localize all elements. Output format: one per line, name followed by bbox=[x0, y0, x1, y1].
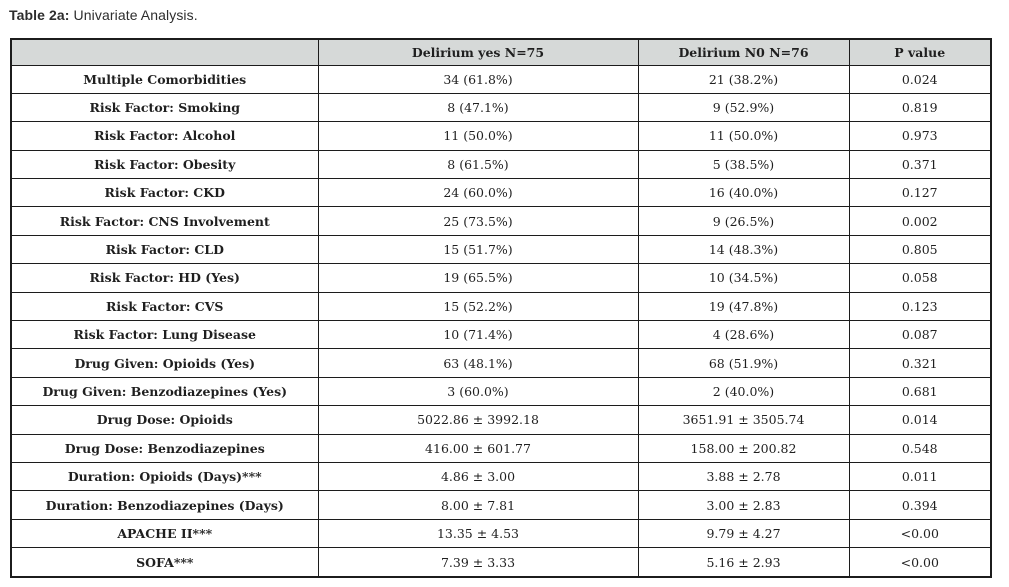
delirium-no-value: 10 (34.5%) bbox=[637, 263, 850, 293]
column-header-p-value: P value bbox=[848, 38, 992, 66]
delirium-yes-value: 5022.86 ± 3992.18 bbox=[317, 405, 639, 435]
p-value: 0.394 bbox=[848, 490, 992, 520]
p-value: 0.973 bbox=[848, 121, 992, 151]
delirium-no-value: 3.00 ± 2.83 bbox=[637, 490, 850, 520]
delirium-no-value: 11 (50.0%) bbox=[637, 121, 850, 151]
table-row: APACHE II*** 13.35 ± 4.53 9.79 ± 4.27 <0… bbox=[10, 518, 992, 549]
delirium-yes-value: 8 (47.1%) bbox=[317, 92, 639, 123]
p-value: 0.681 bbox=[848, 376, 992, 407]
table-row: Drug Dose: Benzodiazepines 416.00 ± 601.… bbox=[10, 433, 992, 463]
delirium-no-value: 21 (38.2%) bbox=[637, 64, 850, 94]
header-row: Delirium yes N=75 Delirium N0 N=76 P val… bbox=[10, 38, 992, 66]
table-row: Drug Given: Benzodiazepines (Yes) 3 (60.… bbox=[10, 376, 992, 407]
delirium-no-value: 2 (40.0%) bbox=[637, 376, 850, 407]
p-value: 0.024 bbox=[848, 64, 992, 94]
p-value: 0.805 bbox=[848, 234, 992, 265]
row-label: Risk Factor: CNS Involvement bbox=[10, 206, 319, 236]
delirium-no-value: 5 (38.5%) bbox=[637, 149, 850, 180]
row-label: Risk Factor: CLD bbox=[10, 234, 319, 265]
delirium-yes-value: 11 (50.0%) bbox=[317, 121, 639, 151]
delirium-no-value: 68 (51.9%) bbox=[637, 348, 850, 378]
delirium-yes-value: 24 (60.0%) bbox=[317, 178, 639, 208]
p-value: <0.00 bbox=[848, 518, 992, 549]
p-value: 0.002 bbox=[848, 206, 992, 236]
p-value: 0.087 bbox=[848, 320, 992, 350]
delirium-no-value: 158.00 ± 200.82 bbox=[637, 433, 850, 463]
row-label: SOFA*** bbox=[10, 547, 319, 578]
table-row: Risk Factor: Obesity 8 (61.5%) 5 (38.5%)… bbox=[10, 149, 992, 180]
delirium-yes-value: 19 (65.5%) bbox=[317, 263, 639, 293]
table-row: Risk Factor: HD (Yes) 19 (65.5%) 10 (34.… bbox=[10, 263, 992, 293]
row-label: Drug Dose: Benzodiazepines bbox=[10, 433, 319, 463]
delirium-yes-value: 416.00 ± 601.77 bbox=[317, 433, 639, 463]
delirium-yes-value: 15 (52.2%) bbox=[317, 291, 639, 322]
table-row: Drug Dose: Opioids 5022.86 ± 3992.18 365… bbox=[10, 405, 992, 435]
delirium-no-value: 16 (40.0%) bbox=[637, 178, 850, 208]
row-label: Drug Given: Benzodiazepines (Yes) bbox=[10, 376, 319, 407]
table-row: Risk Factor: Smoking 8 (47.1%) 9 (52.9%)… bbox=[10, 92, 992, 123]
table-row: Duration: Benzodiazepines (Days) 8.00 ± … bbox=[10, 490, 992, 520]
delirium-yes-value: 63 (48.1%) bbox=[317, 348, 639, 378]
delirium-yes-value: 25 (73.5%) bbox=[317, 206, 639, 236]
delirium-no-value: 3651.91 ± 3505.74 bbox=[637, 405, 850, 435]
row-label: Risk Factor: Alcohol bbox=[10, 121, 319, 151]
delirium-yes-value: 10 (71.4%) bbox=[317, 320, 639, 350]
table-row: Risk Factor: CLD 15 (51.7%) 14 (48.3%) 0… bbox=[10, 234, 992, 265]
table-row: Risk Factor: Alcohol 11 (50.0%) 11 (50.0… bbox=[10, 121, 992, 151]
delirium-yes-value: 15 (51.7%) bbox=[317, 234, 639, 265]
delirium-no-value: 14 (48.3%) bbox=[637, 234, 850, 265]
row-label: Multiple Comorbidities bbox=[10, 64, 319, 94]
row-label: Duration: Opioids (Days)*** bbox=[10, 461, 319, 492]
delirium-no-value: 9 (26.5%) bbox=[637, 206, 850, 236]
table-row: Drug Given: Opioids (Yes) 63 (48.1%) 68 … bbox=[10, 348, 992, 378]
p-value: 0.058 bbox=[848, 263, 992, 293]
delirium-no-value: 3.88 ± 2.78 bbox=[637, 461, 850, 492]
row-label: Risk Factor: CKD bbox=[10, 178, 319, 208]
p-value: 0.014 bbox=[848, 405, 992, 435]
delirium-no-value: 4 (28.6%) bbox=[637, 320, 850, 350]
p-value: 0.371 bbox=[848, 149, 992, 180]
table-row: Risk Factor: Lung Disease 10 (71.4%) 4 (… bbox=[10, 320, 992, 350]
column-header-empty bbox=[10, 38, 319, 66]
delirium-no-value: 5.16 ± 2.93 bbox=[637, 547, 850, 578]
table-row: Multiple Comorbidities 34 (61.8%) 21 (38… bbox=[10, 64, 992, 94]
p-value: 0.123 bbox=[848, 291, 992, 322]
delirium-yes-value: 8 (61.5%) bbox=[317, 149, 639, 180]
delirium-no-value: 9.79 ± 4.27 bbox=[637, 518, 850, 549]
p-value: 0.819 bbox=[848, 92, 992, 123]
p-value: <0.00 bbox=[848, 547, 992, 578]
univariate-analysis-table: Delirium yes N=75 Delirium N0 N=76 P val… bbox=[10, 38, 992, 578]
delirium-yes-value: 4.86 ± 3.00 bbox=[317, 461, 639, 492]
row-label: Risk Factor: Obesity bbox=[10, 149, 319, 180]
table-caption-text: Univariate Analysis. bbox=[69, 7, 198, 23]
delirium-no-value: 9 (52.9%) bbox=[637, 92, 850, 123]
delirium-yes-value: 7.39 ± 3.33 bbox=[317, 547, 639, 578]
table-row: Duration: Opioids (Days)*** 4.86 ± 3.00 … bbox=[10, 461, 992, 492]
table-row: Risk Factor: CVS 15 (52.2%) 19 (47.8%) 0… bbox=[10, 291, 992, 322]
column-header-delirium-yes: Delirium yes N=75 bbox=[317, 38, 639, 66]
row-label: Risk Factor: CVS bbox=[10, 291, 319, 322]
table-row: SOFA*** 7.39 ± 3.33 5.16 ± 2.93 <0.00 bbox=[10, 547, 992, 578]
table-caption-label: Table 2a: bbox=[9, 7, 70, 23]
row-label: Drug Dose: Opioids bbox=[10, 405, 319, 435]
table-row: Risk Factor: CNS Involvement 25 (73.5%) … bbox=[10, 206, 992, 236]
p-value: 0.548 bbox=[848, 433, 992, 463]
delirium-no-value: 19 (47.8%) bbox=[637, 291, 850, 322]
table-row: Risk Factor: CKD 24 (60.0%) 16 (40.0%) 0… bbox=[10, 178, 992, 208]
delirium-yes-value: 8.00 ± 7.81 bbox=[317, 490, 639, 520]
p-value: 0.011 bbox=[848, 461, 992, 492]
row-label: APACHE II*** bbox=[10, 518, 319, 549]
delirium-yes-value: 34 (61.8%) bbox=[317, 64, 639, 94]
delirium-yes-value: 13.35 ± 4.53 bbox=[317, 518, 639, 549]
row-label: Duration: Benzodiazepines (Days) bbox=[10, 490, 319, 520]
p-value: 0.127 bbox=[848, 178, 992, 208]
column-header-delirium-no: Delirium N0 N=76 bbox=[637, 38, 850, 66]
row-label: Risk Factor: Smoking bbox=[10, 92, 319, 123]
page-title: Table 2a: Univariate Analysis. bbox=[9, 7, 198, 23]
row-label: Risk Factor: Lung Disease bbox=[10, 320, 319, 350]
delirium-yes-value: 3 (60.0%) bbox=[317, 376, 639, 407]
row-label: Risk Factor: HD (Yes) bbox=[10, 263, 319, 293]
row-label: Drug Given: Opioids (Yes) bbox=[10, 348, 319, 378]
p-value: 0.321 bbox=[848, 348, 992, 378]
